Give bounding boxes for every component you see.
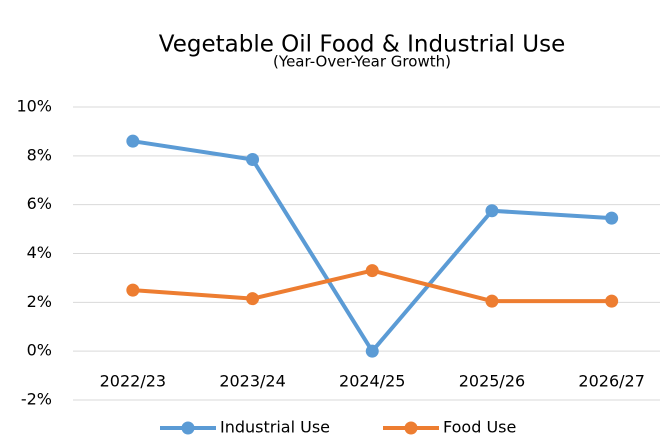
legend-label: Food Use <box>443 418 516 437</box>
y-tick-label: 8% <box>27 145 52 164</box>
y-tick-label: 6% <box>27 194 52 213</box>
series-marker <box>365 264 379 278</box>
legend-marker <box>181 421 195 435</box>
y-tick-label: -2% <box>21 390 52 409</box>
x-tick-label: 2025/26 <box>459 372 525 391</box>
series-marker <box>365 344 379 358</box>
y-tick-label: 4% <box>27 243 52 262</box>
series-marker <box>246 152 260 166</box>
series-marker <box>485 294 499 308</box>
legend-marker <box>404 421 418 435</box>
y-tick-label: 2% <box>27 292 52 311</box>
series-marker <box>246 292 260 306</box>
series-marker <box>485 204 499 218</box>
legend-label: Industrial Use <box>220 418 330 437</box>
series-line <box>132 139 612 354</box>
chart-subtitle: (Year-Over-Year Growth) <box>273 53 451 71</box>
chart-title: Vegetable Oil Food & Industrial Use <box>159 32 565 58</box>
x-tick-label: 2022/23 <box>100 372 166 391</box>
series-marker <box>126 283 140 297</box>
x-tick-label: 2024/25 <box>339 372 405 391</box>
y-tick-label: 10% <box>16 97 52 116</box>
y-tick-label: 0% <box>27 341 52 360</box>
series-marker <box>605 294 619 308</box>
x-tick-label: 2023/24 <box>219 372 285 391</box>
series-marker <box>126 134 140 148</box>
x-tick-label: 2026/27 <box>578 372 644 391</box>
series-marker <box>605 211 619 225</box>
